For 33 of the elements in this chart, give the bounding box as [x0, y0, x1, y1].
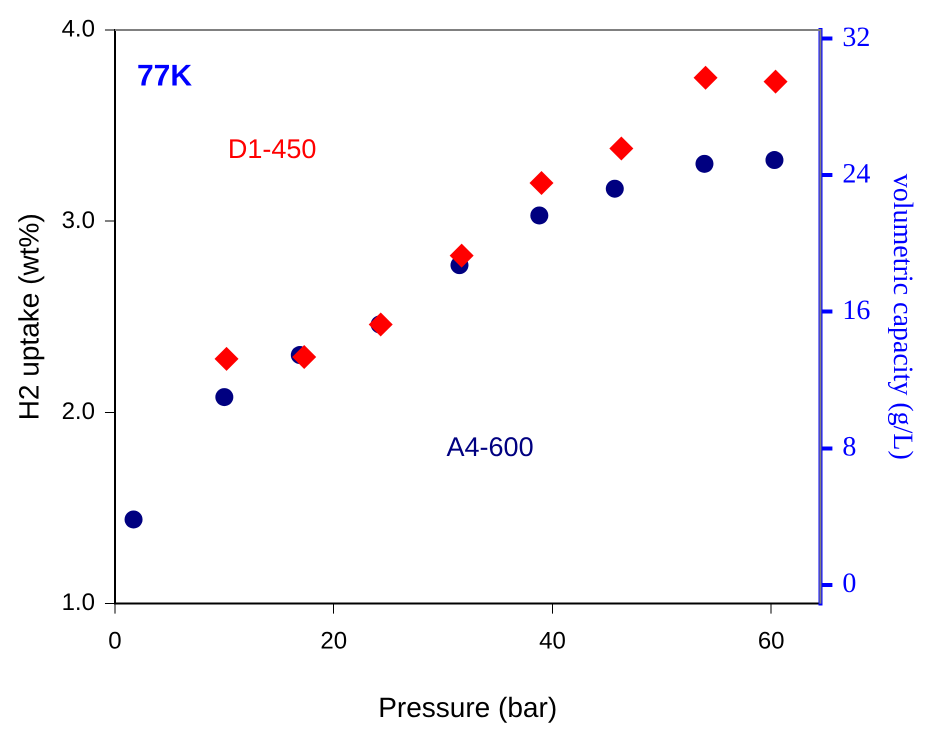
point [530, 170, 554, 195]
y2-tick-label: 8 [842, 432, 856, 463]
y2-tick-label: 32 [842, 22, 870, 53]
x-tick-label: 60 [758, 628, 785, 655]
text: D1-450 [228, 134, 316, 164]
x-axis-title: Pressure (bar) [378, 692, 558, 723]
y2-axis-title: volumetric capacity (g/L) [886, 174, 918, 460]
y-tick-label: 4.0 [62, 16, 95, 43]
y-axis-title: H2 uptake (wt%) [14, 213, 45, 420]
x-tick-label: 40 [539, 628, 566, 655]
y-tick-label: 2.0 [62, 398, 95, 426]
text: A4-600 [446, 432, 534, 462]
point [606, 180, 624, 198]
point [214, 346, 239, 371]
point [765, 151, 784, 170]
y-tick-label: 1.0 [62, 589, 95, 616]
point [530, 206, 548, 224]
point [368, 312, 393, 336]
y2-tick-label: 0 [842, 568, 856, 600]
y-tick-label: 3.0 [62, 206, 95, 234]
point [450, 244, 474, 268]
y2-tick-label: 16 [842, 295, 870, 326]
x-tick-label: 20 [320, 628, 348, 655]
point [124, 510, 143, 528]
point [694, 66, 718, 90]
y2-tick-label: 24 [842, 158, 870, 190]
point [764, 70, 788, 94]
point [695, 154, 714, 173]
point [292, 344, 316, 369]
point [609, 136, 634, 161]
annotation: 77K [136, 59, 192, 92]
x-tick-label: 0 [108, 628, 122, 655]
point [215, 388, 234, 406]
